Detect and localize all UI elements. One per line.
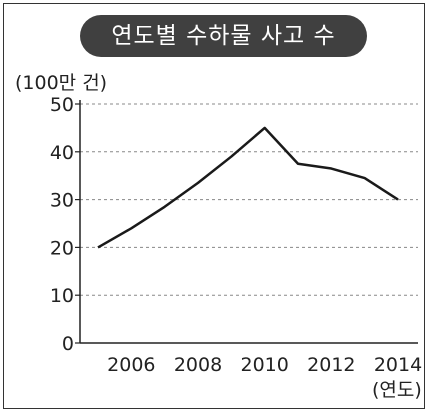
y-tick-label-30: 30	[50, 190, 74, 212]
y-tick-label-40: 40	[50, 142, 74, 164]
series-line-0	[97, 126, 399, 249]
y-tick-label-0: 0	[62, 333, 74, 355]
y-tick-label-10: 10	[50, 285, 74, 307]
chart-title: 연도별 수하물 사고 수	[80, 15, 367, 57]
x-tick-label-2006: 2006	[107, 354, 155, 376]
y-axis-unit-label: (100만 건)	[15, 72, 108, 94]
chart-frame	[3, 3, 425, 409]
y-tick-label-50: 50	[50, 94, 74, 116]
x-tick-label-2008: 2008	[174, 354, 222, 376]
x-tick-label-2012: 2012	[307, 354, 355, 376]
y-tick-label-20: 20	[50, 237, 74, 259]
x-tick-label-2014: 2014	[374, 354, 422, 376]
x-tick-label-2010: 2010	[240, 354, 288, 376]
x-axis-unit-label: (연도)	[372, 379, 422, 401]
